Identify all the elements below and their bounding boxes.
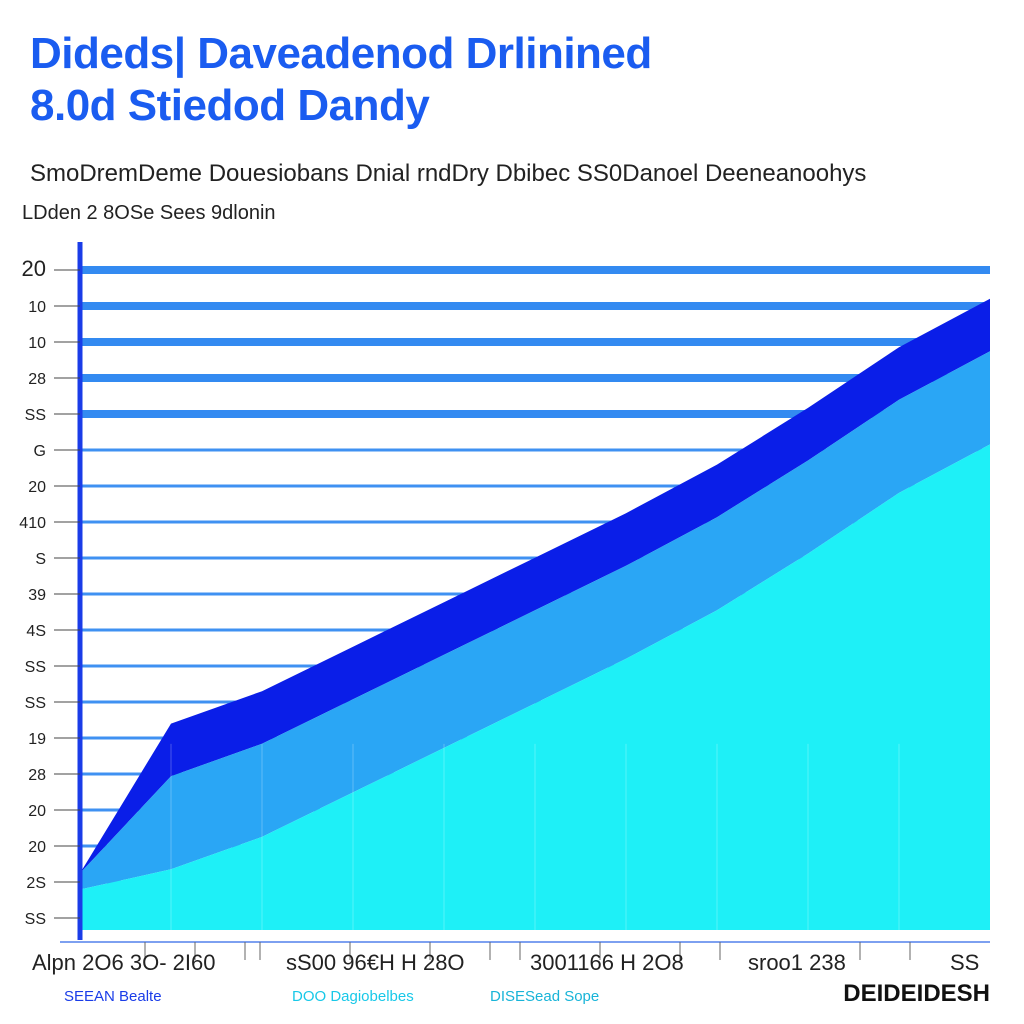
axis-layer bbox=[60, 242, 990, 960]
y-tick-label: SS bbox=[25, 407, 46, 424]
area-series-3 bbox=[80, 298, 990, 874]
x-tick-label: sroo1 238 bbox=[748, 950, 846, 975]
y-tick-label: 20 bbox=[28, 839, 46, 856]
title-line-1: Dideds| Daveadenod Drlinined bbox=[30, 29, 652, 78]
legend-item-2: DOO Dagiobelbes bbox=[292, 988, 414, 1005]
legend-item-3: DISESead Sope bbox=[490, 988, 600, 1005]
y-tick-label: 20 bbox=[28, 479, 46, 496]
y-tick-label: 4S bbox=[26, 623, 46, 640]
chart-title: Dideds| Daveadenod Drlinined 8.0d Stiedo… bbox=[30, 28, 652, 132]
y-tick-labels: 20 10 10 28 SS G 20 410 S 39 4S SS SS 19 28 20 20 2S SS bbox=[19, 256, 80, 928]
title-line-2: 8.0d Stiedod Dandy bbox=[30, 81, 430, 130]
y-tick-label: SS bbox=[25, 695, 46, 712]
y-tick-label: 28 bbox=[28, 371, 46, 388]
brand-logo-text: DEIDEIDESH bbox=[843, 980, 990, 1007]
area-series-2 bbox=[80, 351, 990, 890]
y-tick-label: 19 bbox=[28, 731, 46, 748]
y-tick-label: 20 bbox=[22, 256, 46, 281]
y-tick-label: 20 bbox=[28, 803, 46, 820]
series-label: LDden 2 8OSe Sees 9dlonin bbox=[22, 202, 276, 224]
area-series-1 bbox=[80, 444, 990, 930]
x-tick-label: sS00 96€H H 28O bbox=[286, 950, 465, 975]
chart-subtitle: SmoDremDeme Douesiobans Dnial rndDry Dbi… bbox=[30, 160, 867, 187]
x-tick-labels: Alpn 2O6 3O- 2I60 sS00 96€H H 28O 3001166 … bbox=[32, 950, 979, 975]
x-tick-label: 3001166 H 2O8 bbox=[530, 950, 684, 975]
x-tick-label: Alpn 2O6 3O- 2I60 bbox=[32, 950, 215, 975]
y-tick-label: 39 bbox=[28, 587, 46, 604]
y-tick-label: 10 bbox=[28, 299, 46, 316]
y-tick-label: G bbox=[34, 443, 46, 460]
x-tick-label: SS bbox=[950, 950, 979, 975]
y-tick-label: 2S bbox=[26, 875, 46, 892]
y-tick-label: SS bbox=[25, 911, 46, 928]
y-tick-label: SS bbox=[25, 659, 46, 676]
y-tick-label: 10 bbox=[28, 335, 46, 352]
area-chart: 20 10 10 28 SS G 20 410 S 39 4S SS SS 19 28 20 20 2S SS Al… bbox=[19, 242, 990, 975]
y-tick-label: 28 bbox=[28, 767, 46, 784]
y-tick-label: 410 bbox=[19, 515, 46, 532]
y-tick-label: S bbox=[35, 551, 46, 568]
legend-item-1: SEEAN Bealte bbox=[64, 988, 162, 1005]
area-layer bbox=[80, 298, 990, 930]
